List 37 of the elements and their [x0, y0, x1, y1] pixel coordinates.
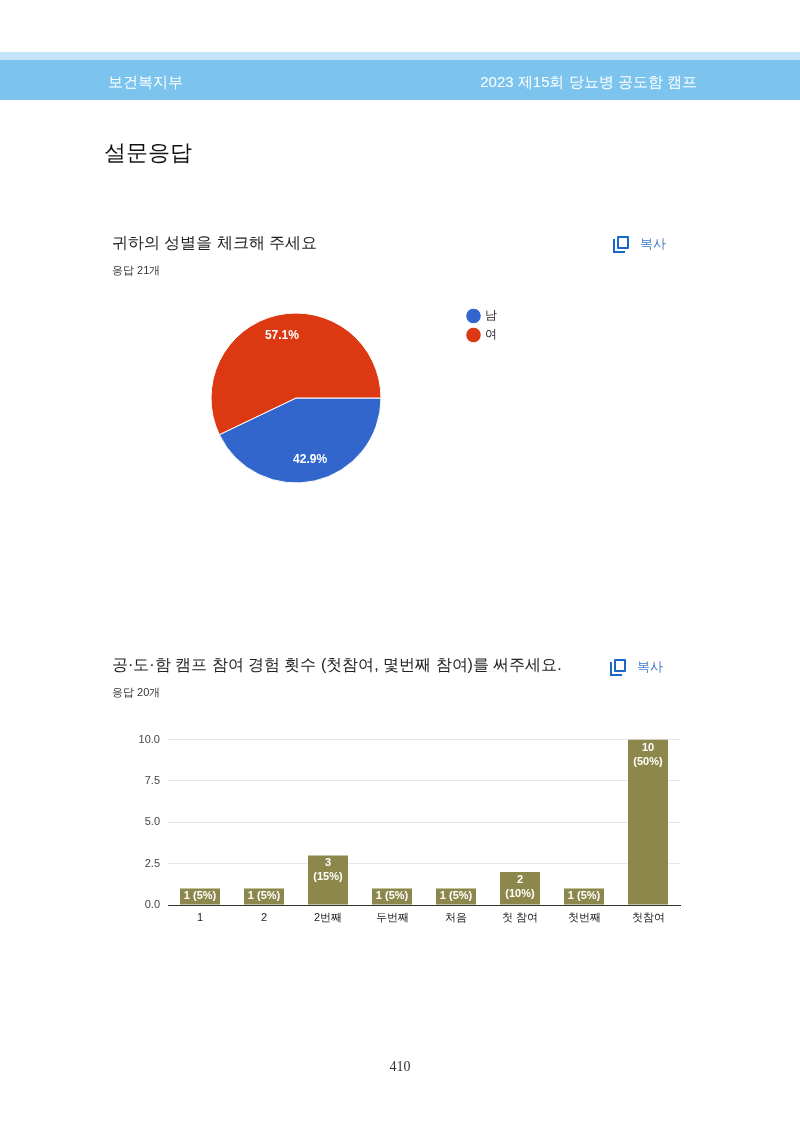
data-label: 57.1% [264, 328, 300, 343]
y-tick-label: 7.5 [144, 773, 160, 786]
chart-title: 공·도·함 캠프 참여 경험 횟수 (첫참여, 몇번째 참여)를 써주세요. [112, 655, 562, 675]
text: 보건복지부 [108, 72, 183, 92]
text: 설문응답 [104, 139, 192, 167]
legend-label: 남 [485, 308, 497, 323]
data-label: 2 (10%) [505, 872, 536, 899]
x-tick-label: 첫참여 [631, 910, 665, 923]
x-tick-label: 2 [260, 910, 268, 923]
x-tick-label: 1 [196, 910, 204, 923]
data-label: 1 (5%) [247, 889, 281, 902]
data-label: 1 (5%) [567, 889, 601, 902]
data-label: 3 (15%) [313, 856, 344, 883]
data-label: 1 (5%) [183, 889, 217, 902]
data-label: 1 (5%) [375, 889, 409, 902]
y-tick-label: 2.5 [144, 856, 160, 869]
x-tick-label: 첫 참여 [501, 910, 539, 923]
chart-title: 귀하의 성별을 체크해 주세요 [112, 233, 318, 253]
text: 2023 제15회 당뇨병 공도함 캠프 [480, 72, 697, 92]
data-label: 42.9% [293, 452, 328, 467]
bar [628, 739, 668, 905]
y-tick-label: 0.0 [144, 898, 160, 911]
bar [308, 855, 348, 905]
data-label: 10 (50%) [633, 740, 664, 767]
y-tick-label: 10.0 [138, 732, 160, 745]
x-tick-label: 처음 [445, 910, 467, 923]
data-label: 1 (5%) [439, 889, 473, 902]
chart-subtitle: 응답 20개 [112, 685, 161, 700]
legend-label: 여 [485, 327, 497, 342]
y-tick-label: 5.0 [144, 815, 160, 828]
text: 410 [389, 1058, 411, 1076]
text: 복사 [640, 236, 666, 253]
chart-subtitle: 응답 21개 [112, 263, 161, 278]
x-tick-label: 두번째 [375, 910, 409, 923]
text: 복사 [637, 659, 663, 676]
x-tick-label: 2번째 [313, 910, 343, 923]
x-tick-label: 첫번째 [567, 910, 601, 923]
